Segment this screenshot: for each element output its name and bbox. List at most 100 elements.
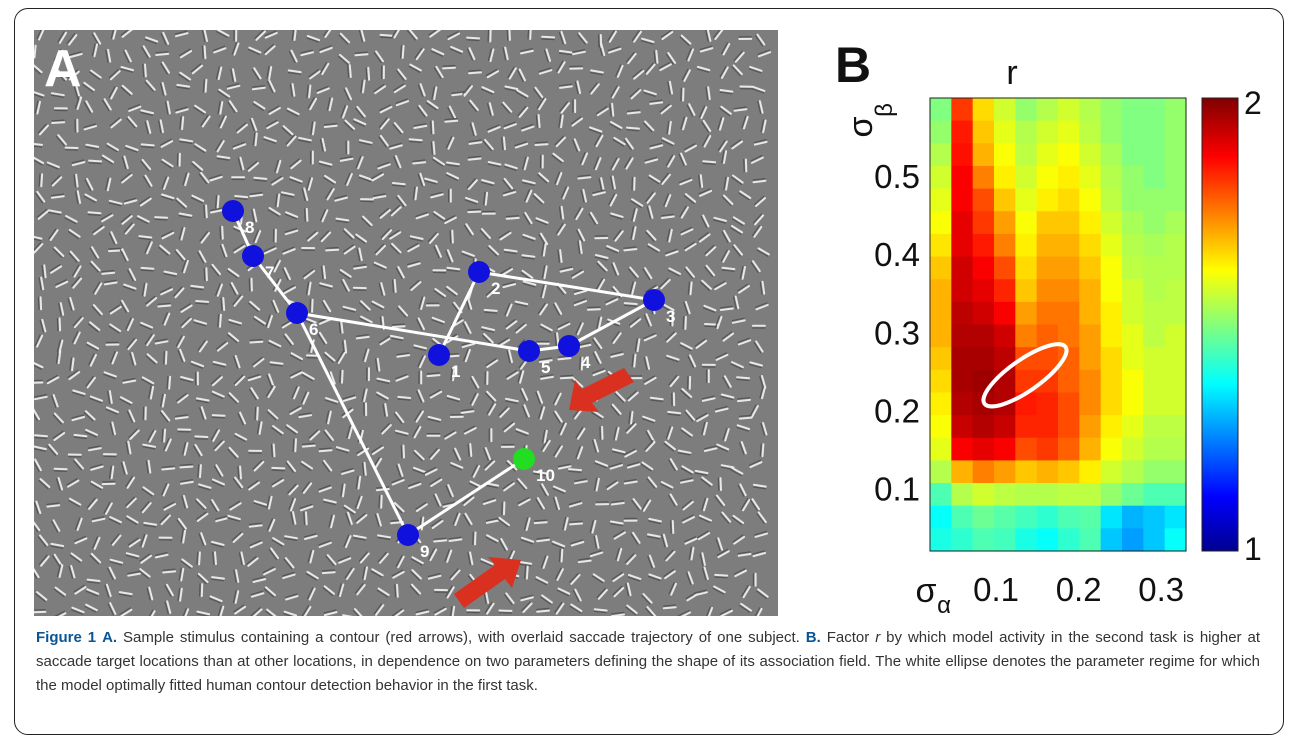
gabor-element — [413, 344, 428, 350]
gabor-element — [749, 461, 763, 469]
gabor-element — [251, 86, 266, 91]
gabor-element — [699, 47, 714, 53]
heatmap-cell — [1079, 415, 1102, 439]
gabor-element — [468, 71, 482, 75]
gabor-element-shadow — [463, 514, 471, 526]
gabor-element — [554, 445, 563, 458]
gabor-element-shadow — [552, 303, 560, 316]
gabor-element-shadow — [163, 351, 165, 365]
gabor-element — [696, 414, 709, 423]
gabor-element-shadow — [757, 49, 771, 55]
gabor-element — [554, 302, 563, 315]
gabor-element — [191, 64, 204, 75]
x-tick-label: 0.3 — [1138, 571, 1184, 608]
gabor-element-shadow — [623, 448, 636, 456]
gabor-element — [685, 409, 696, 421]
gabor-element — [379, 337, 392, 346]
gabor-element-shadow — [610, 351, 624, 356]
gabor-element-shadow — [234, 197, 248, 200]
gabor-element-shadow — [623, 156, 632, 168]
gabor-element — [180, 567, 185, 582]
gabor-element-shadow — [71, 159, 85, 164]
gabor-element-shadow — [193, 445, 201, 457]
gabor-element-shadow — [176, 519, 185, 531]
gabor-element — [536, 497, 545, 510]
gabor-element — [732, 216, 745, 225]
gabor-element-shadow — [517, 370, 522, 383]
gabor-element — [486, 602, 495, 615]
gabor-element — [327, 410, 332, 425]
gabor-element — [611, 613, 625, 616]
gabor-element — [577, 446, 584, 460]
gabor-element — [305, 207, 309, 222]
gabor-element — [484, 590, 490, 604]
gabor-element-shadow — [319, 45, 332, 51]
gabor-element — [446, 586, 455, 599]
heatmap-cell — [994, 301, 1016, 326]
gabor-element-shadow — [285, 462, 294, 473]
gabor-element-shadow — [480, 88, 494, 95]
gabor-element-shadow — [516, 479, 526, 491]
gabor-element — [281, 191, 295, 196]
gabor-element-shadow — [209, 597, 222, 604]
gabor-element-shadow — [391, 477, 404, 483]
gabor-element-shadow — [697, 530, 709, 538]
gabor-element-shadow — [591, 440, 597, 453]
gabor-element-shadow — [280, 193, 294, 198]
gabor-element-shadow — [72, 392, 85, 397]
gabor-element-shadow — [174, 30, 188, 35]
heatmap-cell — [1122, 369, 1144, 394]
gabor-element-shadow — [213, 439, 223, 450]
gabor-element — [40, 276, 45, 291]
gabor-element-shadow — [71, 264, 80, 277]
gabor-element-shadow — [118, 593, 132, 597]
gabor-element — [679, 179, 693, 186]
gabor-element-shadow — [373, 52, 382, 64]
gabor-element — [703, 497, 709, 512]
gabor-element — [140, 554, 152, 564]
gabor-element — [276, 193, 281, 208]
gabor-element-shadow — [595, 278, 603, 290]
heatmap-cell — [972, 233, 995, 258]
gabor-element — [577, 559, 592, 564]
gabor-element-shadow — [89, 463, 103, 469]
gabor-element — [703, 566, 709, 580]
gabor-element — [415, 610, 430, 616]
heatmap-cell — [1079, 369, 1102, 394]
gabor-element — [523, 156, 529, 171]
gabor-element — [34, 44, 37, 59]
gabor-element-shadow — [572, 139, 578, 152]
gabor-element-shadow — [731, 516, 743, 526]
gabor-element-shadow — [303, 511, 306, 525]
gabor-element-shadow — [249, 540, 262, 546]
gabor-element — [74, 586, 87, 595]
gabor-element-shadow — [34, 93, 44, 99]
gabor-element-shadow — [409, 585, 420, 596]
gabor-element — [86, 341, 100, 350]
gabor-element — [71, 357, 75, 372]
gabor-element — [415, 48, 425, 61]
gabor-element-shadow — [362, 566, 366, 580]
gabor-element — [292, 511, 297, 525]
heatmap-cell — [1164, 143, 1187, 167]
heatmap-cell — [1122, 233, 1144, 258]
gabor-element-shadow — [482, 140, 492, 152]
gabor-element — [682, 116, 688, 131]
heatmap-cell — [972, 211, 995, 235]
gabor-element-shadow — [705, 86, 709, 101]
heatmap-cell — [1164, 120, 1187, 144]
gabor-element — [264, 32, 278, 39]
gabor-element-shadow — [195, 302, 209, 305]
gabor-element — [572, 50, 586, 56]
gabor-element — [560, 114, 564, 129]
gabor-element-shadow — [38, 173, 41, 187]
gabor-element — [58, 339, 64, 354]
gabor-element — [34, 395, 48, 401]
gabor-element-shadow — [265, 610, 273, 616]
gabor-element — [719, 477, 722, 492]
gabor-element — [216, 140, 225, 153]
gabor-element — [268, 518, 276, 532]
heatmap-cell — [1015, 483, 1038, 507]
gabor-element-shadow — [485, 484, 499, 489]
gabor-element-shadow — [248, 302, 259, 312]
